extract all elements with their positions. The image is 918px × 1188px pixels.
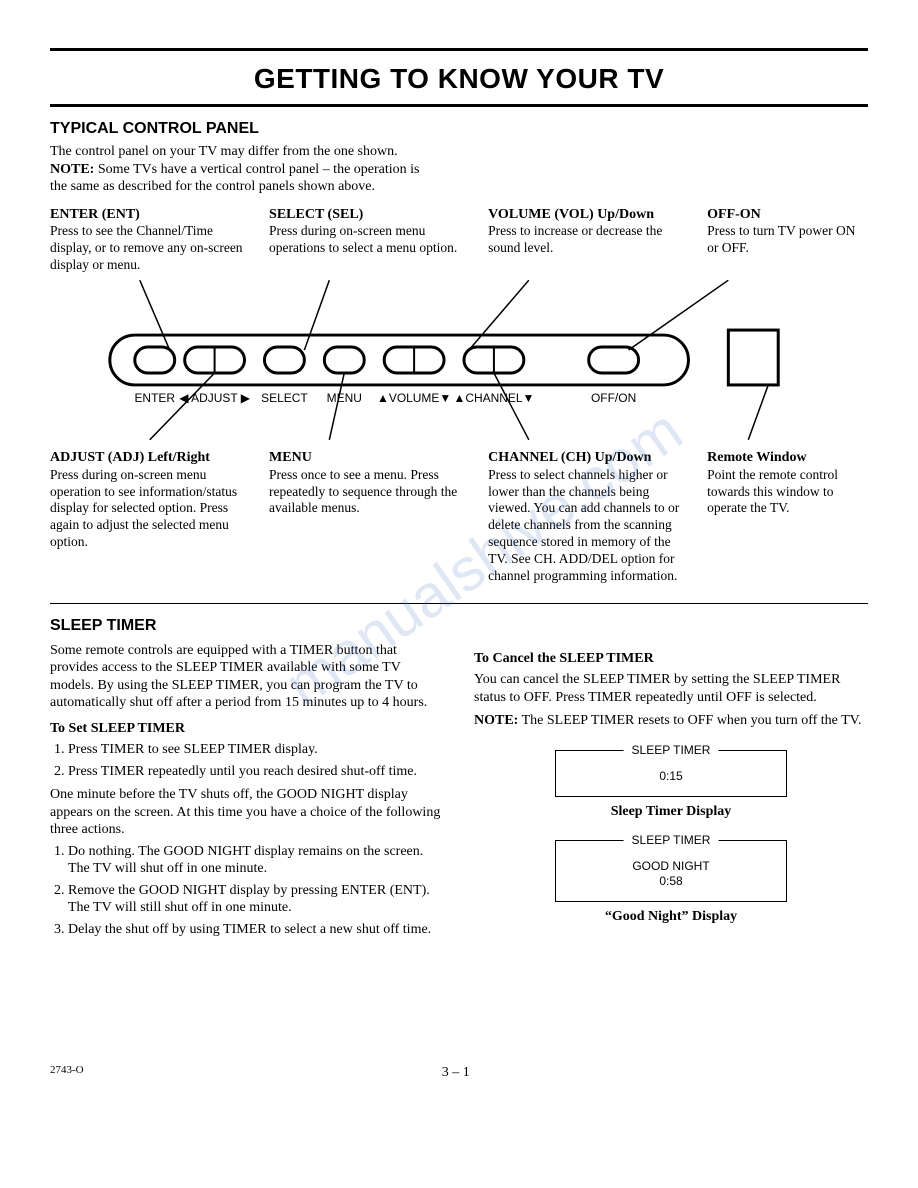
callouts-top-row: ENTER (ENT) Press to see the Channel/Tim… — [50, 206, 868, 274]
control-panel-diagram: ENTER ◀ ADJUST ▶ SELECT MENU ▲VOLUME▼ ▲C… — [50, 280, 868, 440]
callout-body: Press once to see a menu. Press repeated… — [269, 467, 470, 518]
cancel-note-label: NOTE: — [474, 713, 518, 728]
callout-menu: MENU Press once to see a menu. Press rep… — [269, 449, 470, 585]
callout-title: ENTER (ENT) — [50, 206, 251, 224]
display-box-line1: GOOD NIGHT — [556, 859, 786, 874]
list-item: Delay the shut off by using TIMER to sel… — [68, 921, 444, 939]
svg-text:MENU: MENU — [327, 391, 362, 405]
callout-title: SELECT (SEL) — [269, 206, 470, 224]
cancel-note-text: The SLEEP TIMER resets to OFF when you t… — [522, 713, 862, 728]
callout-remote-window: Remote Window Point the remote control t… — [707, 449, 868, 585]
intro-note-label: NOTE: — [50, 162, 94, 177]
doc-number: 2743-O — [50, 1064, 84, 1082]
list-item: Press TIMER repeatedly until you reach d… — [68, 763, 444, 781]
sleep-timer-display-box: SLEEP TIMER 0:15 — [555, 750, 787, 797]
list-item: Press TIMER to see SLEEP TIMER display. — [68, 741, 444, 759]
callout-body: Press to turn TV power ON or OFF. — [707, 223, 868, 257]
actions-list: Do nothing. The GOOD NIGHT display remai… — [68, 843, 444, 939]
callout-title: ADJUST (ADJ) Left/Right — [50, 449, 251, 467]
callout-select: SELECT (SEL) Press during on-screen menu… — [269, 206, 470, 274]
callout-channel: CHANNEL (CH) Up/Down Press to select cha… — [488, 449, 689, 585]
callout-body: Press during on-screen menu operation to… — [50, 467, 251, 551]
intro-paragraph: The control panel on your TV may differ … — [50, 143, 430, 196]
callout-body: Press to see the Channel/Time display, o… — [50, 223, 251, 274]
callout-title: MENU — [269, 449, 470, 467]
page-title: GETTING TO KNOW YOUR TV — [50, 61, 868, 96]
display-caption-2: “Good Night” Display — [474, 908, 868, 926]
cancel-note: NOTE: The SLEEP TIMER resets to OFF when… — [474, 712, 868, 730]
page-number: 3 – 1 — [442, 1064, 470, 1082]
set-sleep-heading: To Set SLEEP TIMER — [50, 720, 444, 738]
rule-mid — [50, 603, 868, 604]
set-steps-list: Press TIMER to see SLEEP TIMER display. … — [68, 741, 444, 780]
svg-text:SELECT: SELECT — [261, 391, 308, 405]
display-caption-1: Sleep Timer Display — [474, 803, 868, 821]
callout-body: Press to increase or decrease the sound … — [488, 223, 689, 257]
svg-text:OFF/ON: OFF/ON — [591, 391, 636, 405]
intro-note: Some TVs have a vertical control panel –… — [50, 162, 420, 195]
sleep-intro: Some remote controls are equipped with a… — [50, 642, 444, 712]
callout-title: OFF-ON — [707, 206, 868, 224]
list-item: Do nothing. The GOOD NIGHT display remai… — [68, 843, 444, 878]
cancel-body: You can cancel the SLEEP TIMER by settin… — [474, 671, 868, 706]
rule-top — [50, 48, 868, 51]
display-box-label: SLEEP TIMER — [624, 833, 719, 848]
callout-body: Press during on-screen menu operations t… — [269, 223, 470, 257]
set-after-text: One minute before the TV shuts off, the … — [50, 786, 444, 839]
sleep-timer-columns: Some remote controls are equipped with a… — [50, 642, 868, 945]
sleep-left-column: Some remote controls are equipped with a… — [50, 642, 444, 945]
callout-enter: ENTER (ENT) Press to see the Channel/Tim… — [50, 206, 251, 274]
callout-body: Press to select channels higher or lower… — [488, 467, 689, 585]
rule-under-title — [50, 104, 868, 107]
section-heading-control-panel: TYPICAL CONTROL PANEL — [50, 119, 868, 139]
list-item: Remove the GOOD NIGHT display by pressin… — [68, 882, 444, 917]
callout-title: Remote Window — [707, 449, 868, 467]
svg-text:▲VOLUME▼: ▲VOLUME▼ — [377, 391, 451, 405]
callouts-bottom-row: ADJUST (ADJ) Left/Right Press during on-… — [50, 449, 868, 585]
svg-text:▲CHANNEL▼: ▲CHANNEL▼ — [453, 391, 534, 405]
callout-volume: VOLUME (VOL) Up/Down Press to increase o… — [488, 206, 689, 274]
sleep-right-column: To Cancel the SLEEP TIMER You can cancel… — [474, 642, 868, 945]
good-night-display-box: SLEEP TIMER GOOD NIGHT 0:58 — [555, 840, 787, 902]
callout-offon: OFF-ON Press to turn TV power ON or OFF. — [707, 206, 868, 274]
callout-body: Point the remote control towards this wi… — [707, 467, 868, 518]
intro-text: The control panel on your TV may differ … — [50, 144, 398, 159]
section-heading-sleep-timer: SLEEP TIMER — [50, 616, 868, 636]
callout-title: VOLUME (VOL) Up/Down — [488, 206, 689, 224]
callout-title: CHANNEL (CH) Up/Down — [488, 449, 689, 467]
display-box-label: SLEEP TIMER — [624, 743, 719, 758]
svg-text:ENTER: ENTER — [134, 391, 175, 405]
cancel-sleep-heading: To Cancel the SLEEP TIMER — [474, 650, 868, 668]
display-box-line2: 0:58 — [556, 874, 786, 889]
display-box-value: 0:15 — [556, 769, 786, 784]
page-footer: 2743-O 3 – 1 — [50, 1064, 868, 1082]
callout-adjust: ADJUST (ADJ) Left/Right Press during on-… — [50, 449, 251, 585]
